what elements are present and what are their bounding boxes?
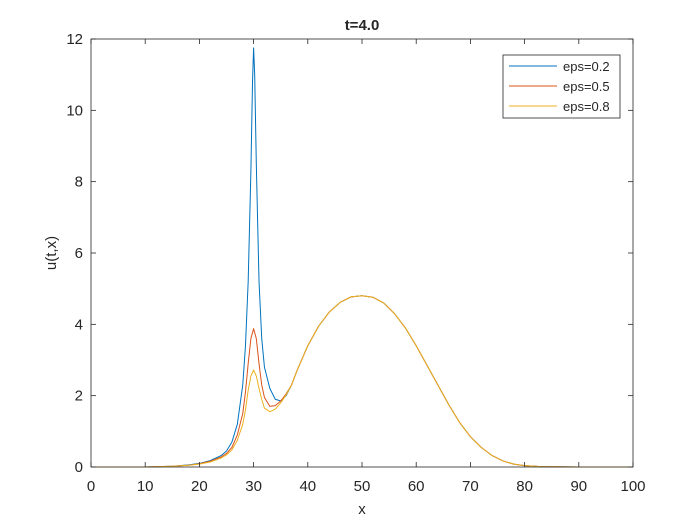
legend-label-eps-0-5: eps=0.5	[563, 79, 610, 94]
x-tick-label: 80	[516, 478, 533, 495]
y-tick-label: 10	[66, 102, 83, 119]
x-axis-label: x	[358, 501, 366, 518]
x-tick-label: 50	[354, 478, 371, 495]
x-tick-label: 20	[191, 478, 208, 495]
legend-label-eps-0-8: eps=0.8	[563, 99, 610, 114]
series-layer	[91, 47, 633, 468]
legend: eps=0.2 eps=0.5 eps=0.8	[502, 54, 621, 119]
y-tick-label: 0	[75, 459, 83, 476]
x-tick-label: 30	[245, 478, 262, 495]
x-tick-label: 60	[408, 478, 425, 495]
y-tick-label: 12	[66, 31, 83, 48]
y-tick-label: 4	[75, 316, 83, 333]
ticks-layer: 0 10 20 30 40 50 60 70 80 90 100 0 2 4 6 8 10 12	[66, 31, 645, 495]
x-tick-label: 10	[137, 478, 154, 495]
x-tick-label: 100	[620, 478, 645, 495]
x-tick-label: 90	[570, 478, 587, 495]
legend-label-eps-0-2: eps=0.2	[563, 59, 610, 74]
x-tick-label: 70	[462, 478, 479, 495]
y-tick-label: 8	[75, 174, 83, 191]
chart-title: t=4.0	[345, 17, 380, 34]
x-tick-label: 40	[299, 478, 316, 495]
series-line-eps-0-8	[91, 295, 633, 468]
y-tick-label: 6	[75, 245, 83, 262]
y-tick-label: 2	[75, 388, 83, 405]
x-tick-label: 0	[87, 478, 95, 495]
y-axis-label: u(t,x)	[43, 236, 60, 270]
